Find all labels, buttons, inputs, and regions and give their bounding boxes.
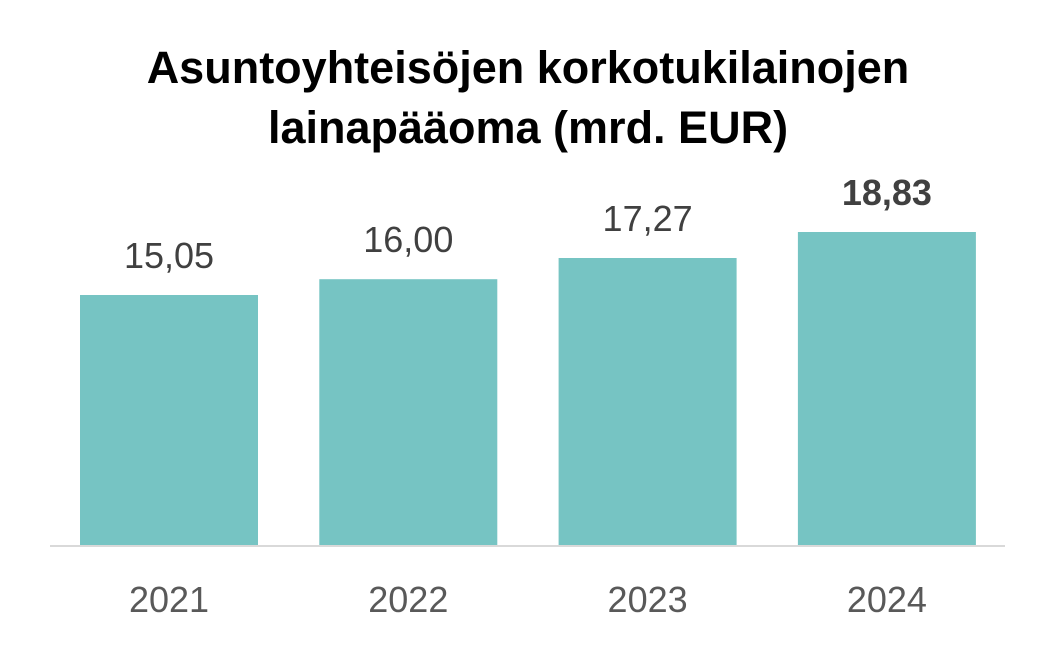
- value-label-2023: 17,27: [603, 198, 693, 239]
- bar-2024: [797, 232, 976, 546]
- x-tick-label-2021: 2021: [129, 579, 209, 620]
- bar-2021: [80, 295, 258, 546]
- x-tick-label-2022: 2022: [368, 579, 448, 620]
- value-label-2021: 15,05: [124, 235, 214, 276]
- x-tick-label-2024: 2024: [847, 579, 927, 620]
- x-tick-label-2023: 2023: [608, 579, 688, 620]
- bar-2022: [319, 279, 498, 546]
- chart-title: Asuntoyhteisöjen korkotukilainojen laina…: [0, 38, 1056, 158]
- value-label-2024: 18,83: [842, 172, 932, 213]
- chart-title-line-2: lainapääoma (mrd. EUR): [267, 102, 789, 153]
- value-labels-group: 15,05 16,00 17,27 18,83: [124, 172, 932, 276]
- bar-2023: [558, 258, 737, 546]
- bars-group: [80, 232, 976, 546]
- x-tick-labels-group: 2021 2022 2023 2024: [129, 579, 927, 620]
- value-label-2022: 16,00: [363, 219, 453, 260]
- chart-title-line-1: Asuntoyhteisöjen korkotukilainojen: [146, 42, 910, 93]
